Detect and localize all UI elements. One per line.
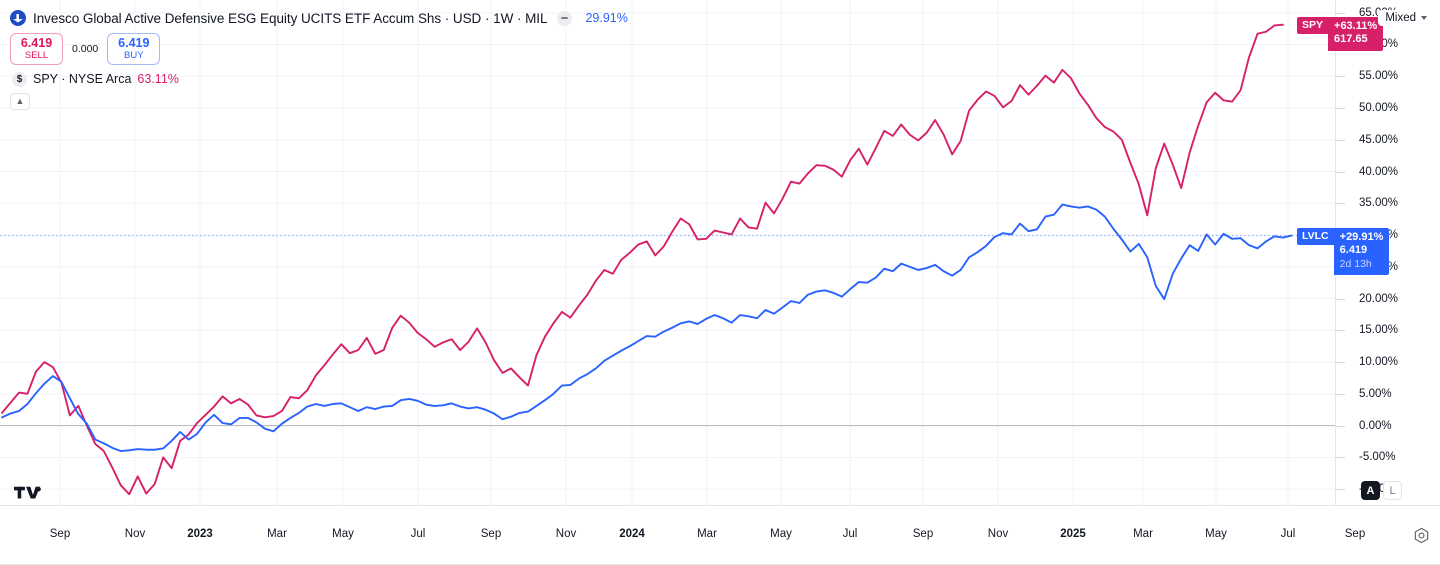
time-tick-label: Mar — [1133, 528, 1153, 540]
time-tick-label: Nov — [124, 528, 146, 540]
time-tick-label: Mar — [267, 528, 287, 540]
price-tick-label: 0.00% — [1359, 419, 1392, 432]
price-tick-label: 20.00% — [1359, 292, 1399, 305]
price-tick-label: 15.00% — [1359, 324, 1399, 337]
series-line-spy — [1, 23, 1284, 496]
time-tick-label: Nov — [555, 528, 577, 540]
time-tick-label: Jul — [842, 528, 858, 540]
price-tick-label: 5.00% — [1359, 387, 1392, 400]
badge-line-1: +63.11% — [1334, 19, 1378, 32]
price-tick-dash — [1336, 76, 1345, 78]
time-tick-label: 2024 — [619, 528, 645, 540]
legend-collapse-row: ▲ — [10, 93, 628, 111]
time-tick-label: Sep — [912, 528, 934, 540]
time-tick-label: Sep — [480, 528, 502, 540]
time-tick-label: Sep — [1344, 528, 1366, 540]
price-tick-dash — [1336, 139, 1345, 141]
compare-symbol-percent: 63.11% — [137, 72, 179, 87]
chart-plot-area[interactable] — [0, 0, 1335, 505]
badge-values: +63.11% 617.65 — [1328, 16, 1384, 52]
price-tick-dash — [1336, 393, 1345, 395]
badge-ticker-tag: LVLC — [1297, 227, 1334, 245]
price-tick-dash — [1336, 107, 1345, 109]
compare-symbol-row[interactable]: $ SPY · NYSE Arca 63.11% — [10, 71, 628, 87]
price-tick-dash — [1336, 203, 1345, 205]
scale-mode-label: Mixed — [1385, 12, 1416, 24]
sell-label: SELL — [24, 50, 49, 62]
chart-canvas — [0, 0, 1335, 505]
dollar-icon: $ — [12, 71, 27, 87]
badge-ticker-tag: SPY — [1297, 16, 1329, 34]
horizontal-gridlines — [0, 12, 1335, 490]
price-tick-label: 10.00% — [1359, 356, 1399, 369]
badge-values: +29.91% 6.419 2d 13h — [1333, 227, 1390, 276]
time-axis[interactable]: Sep Nov 2023 Mar May Jul Sep Nov 2024 Mar May Jul Se… — [0, 505, 1440, 564]
badge-line-3: 2d 13h — [1339, 258, 1372, 271]
reset-chart-icon[interactable] — [1413, 527, 1430, 544]
sell-price: 6.419 — [20, 36, 53, 50]
price-tick-label: -5.00% — [1359, 451, 1396, 464]
log-scale-toggle[interactable]: L — [1383, 481, 1402, 500]
price-tick-label: 35.00% — [1359, 197, 1399, 210]
price-tick-label: 40.00% — [1359, 165, 1399, 178]
compare-symbol-name: SPY · NYSE Arca — [33, 72, 132, 87]
badge-line-1: +29.91% — [1339, 230, 1384, 243]
chevron-up-icon[interactable]: ▲ — [10, 93, 30, 111]
tradingview-logo — [14, 486, 41, 499]
time-tick-label: May — [770, 528, 792, 540]
buy-label: BUY — [124, 50, 144, 62]
price-tick-label: 55.00% — [1359, 70, 1399, 83]
invesco-logo-icon — [10, 10, 26, 26]
symbol-title: Invesco Global Active Defensive ESG Equi… — [33, 10, 548, 26]
time-tick-label: Sep — [49, 528, 71, 540]
price-tick-dash — [1336, 489, 1345, 491]
price-tick-dash — [1336, 425, 1345, 427]
price-tick-label: 50.00% — [1359, 101, 1399, 114]
price-tick-dash — [1336, 330, 1345, 332]
price-tick-dash — [1336, 457, 1345, 459]
time-tick-label: May — [1205, 528, 1227, 540]
spread-value: 0.000 — [72, 43, 99, 56]
legend-symbol-row: Invesco Global Active Defensive ESG Equi… — [10, 8, 628, 28]
buy-button[interactable]: 6.419 BUY — [107, 33, 161, 66]
time-tick-label: 2025 — [1060, 528, 1086, 540]
time-tick-label: May — [332, 528, 354, 540]
badge-line-2: 6.419 — [1339, 244, 1368, 257]
symbol-change-percent: 29.91% — [585, 11, 628, 25]
price-tick-dash — [1336, 12, 1345, 14]
time-tick-label: Jul — [1280, 528, 1296, 540]
minus-icon[interactable] — [557, 10, 573, 26]
price-tick-label: 45.00% — [1359, 133, 1399, 146]
chevron-down-icon — [1421, 16, 1427, 20]
vertical-gridlines — [59, 0, 1289, 505]
chart-legend: Invesco Global Active Defensive ESG Equi… — [10, 8, 628, 111]
price-tick-dash — [1336, 362, 1345, 364]
badge-line-2: 617.65 — [1334, 33, 1368, 46]
auto-scale-toggle[interactable]: A — [1361, 481, 1380, 500]
lvlc-price-badge[interactable]: LVLC +29.91% 6.419 2d 13h — [1297, 227, 1390, 276]
sell-button[interactable]: 6.419 SELL — [10, 33, 63, 66]
price-tick-dash — [1336, 298, 1345, 300]
buy-price: 6.419 — [118, 36, 150, 50]
time-tick-label: Jul — [410, 528, 426, 540]
price-tick-dash — [1336, 171, 1345, 173]
time-tick-label: Mar — [697, 528, 717, 540]
time-tick-label: 2023 — [187, 528, 213, 540]
scale-mode-dropdown[interactable]: Mixed — [1378, 10, 1432, 26]
trade-buttons-row: 6.419 SELL 0.000 6.419 BUY — [10, 33, 628, 66]
series-line-lvlc — [1, 203, 1293, 452]
spy-price-badge[interactable]: SPY +63.11% 617.65 — [1297, 16, 1384, 52]
time-tick-label: Nov — [987, 528, 1009, 540]
